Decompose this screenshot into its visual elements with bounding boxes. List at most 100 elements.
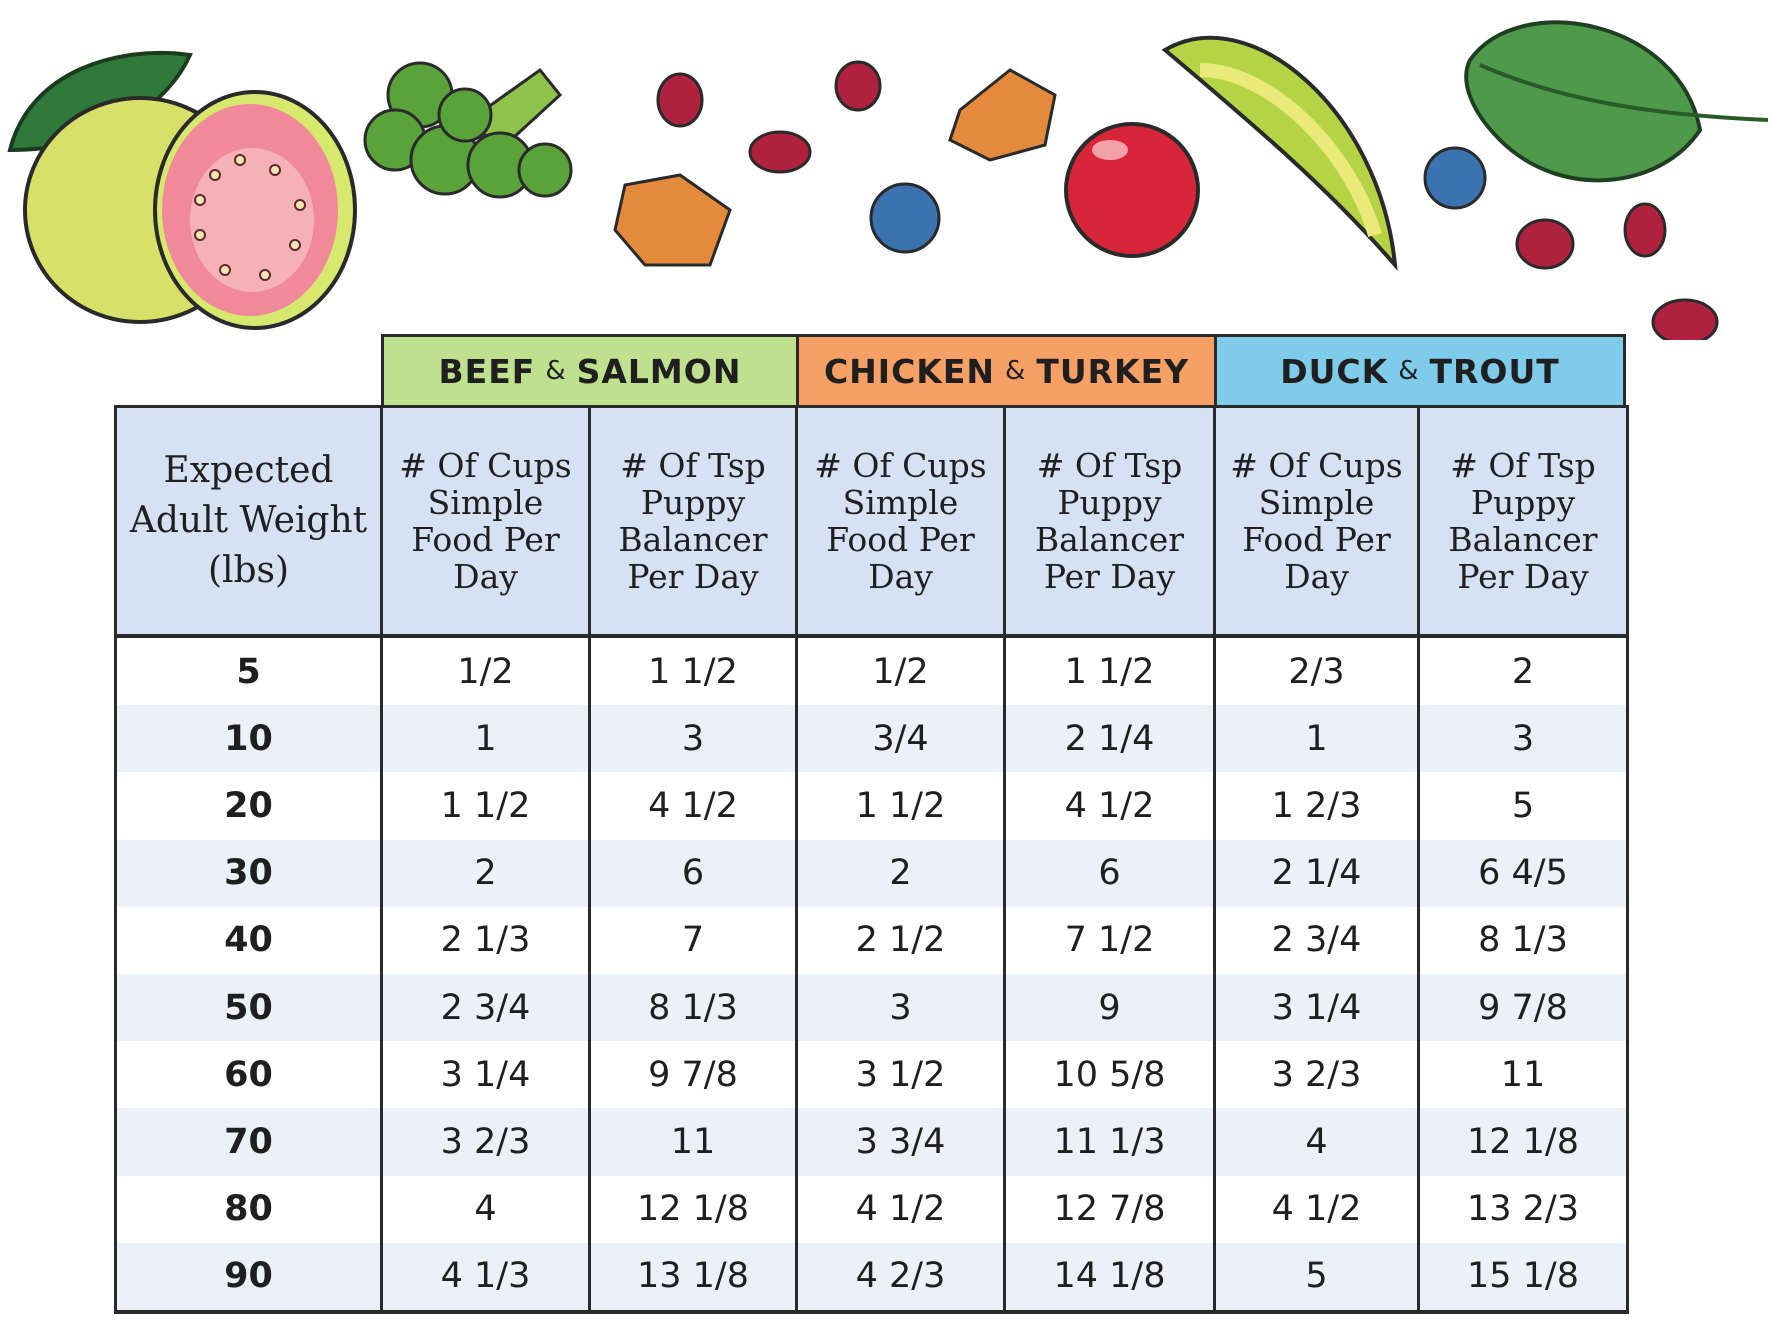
tsp-chicken-turkey-cell: 14 1/8: [1003, 1242, 1216, 1314]
tsp-beef-salmon-cell: 6: [588, 839, 798, 907]
tsp-chicken-turkey-cell: 1 1/2: [1003, 636, 1216, 706]
group-label-part: BEEF: [438, 351, 536, 391]
food-illustrations: [7, 20, 1769, 340]
weight-cell: 70: [114, 1108, 383, 1176]
weight-cell: 80: [114, 1175, 383, 1243]
cups-duck-trout-cell: 5: [1213, 1242, 1420, 1314]
tsp-chicken-turkey-cell: 11 1/3: [1003, 1108, 1216, 1176]
cups-beef-salmon-cell: 1/2: [380, 636, 591, 706]
tsp-beef-salmon-cell: 13 1/8: [588, 1242, 798, 1314]
tsp-beef-salmon-cell: 3: [588, 705, 798, 773]
group-label-part: TURKEY: [1036, 351, 1190, 391]
column-header-row: Expected Adult Weight (lbs) # Of Cups Si…: [114, 405, 1629, 638]
tsp-beef-salmon-cell: 4 1/2: [588, 772, 798, 840]
tsp-beef-salmon-cell: 12 1/8: [588, 1175, 798, 1243]
cranberry-icon: [1064, 122, 1200, 258]
weight-cell: 5: [114, 636, 383, 706]
tsp-chicken-turkey-cell: 9: [1003, 973, 1216, 1042]
weight-cell: 10: [114, 705, 383, 773]
table-row: 50 2 3/4 8 1/3 3 9 3 1/4 9 7/8: [114, 973, 1629, 1042]
cups-chicken-turkey-cell: 4 2/3: [795, 1242, 1006, 1314]
tsp-duck-trout-cell: 13 2/3: [1417, 1175, 1629, 1243]
broccoli-icon: [363, 61, 573, 199]
cups-beef-salmon-cell: 3 2/3: [380, 1108, 591, 1176]
table-row: 20 1 1/2 4 1/2 1 1/2 4 1/2 1 2/3 5: [114, 772, 1629, 840]
tsp-beef-salmon-cell: 11: [588, 1108, 798, 1176]
tsp-duck-trout-cell: 6 4/5: [1417, 839, 1629, 907]
cups-chicken-turkey-cell: 3/4: [795, 705, 1006, 773]
avocado-slice-icon: [1161, 36, 1398, 272]
table-row: 60 3 1/4 9 7/8 3 1/2 10 5/8 3 2/3 11: [114, 1041, 1629, 1109]
group-header-beef-salmon: BEEF & SALMON: [381, 334, 799, 408]
cups-duck-trout-cell: 2/3: [1213, 636, 1420, 706]
group-label-part: SALMON: [576, 351, 742, 391]
cups-beef-salmon-cell: 2 1/3: [380, 906, 591, 974]
group-label-part: CHICKEN: [823, 351, 996, 391]
tsp-duck-trout-cell: 11: [1417, 1041, 1629, 1109]
tsp-duck-trout-cell: 15 1/8: [1417, 1242, 1629, 1314]
tsp-chicken-turkey-cell: 6: [1003, 839, 1216, 907]
tsp-duck-trout-cell: 8 1/3: [1417, 906, 1629, 974]
header-cups-duck-trout: # Of Cups Simple Food Per Day: [1213, 405, 1420, 638]
cups-chicken-turkey-cell: 3 1/2: [795, 1041, 1006, 1109]
cups-duck-trout-cell: 3 1/4: [1213, 973, 1420, 1042]
spinach-leaf-icon: [1464, 20, 1769, 183]
group-header-duck-trout: DUCK & TROUT: [1214, 334, 1626, 408]
header-cups-chicken-turkey: # Of Cups Simple Food Per Day: [795, 405, 1006, 638]
table-row: 5 1/2 1 1/2 1/2 1 1/2 2/3 2: [114, 636, 1629, 706]
tsp-duck-trout-cell: 9 7/8: [1417, 973, 1629, 1042]
tsp-chicken-turkey-cell: 10 5/8: [1003, 1041, 1216, 1109]
group-header-chicken-turkey: CHICKEN & TURKEY: [796, 334, 1217, 408]
table-row: 10 1 3 3/4 2 1/4 1 3: [114, 705, 1629, 773]
pomegranate-seed-icon: [656, 60, 1719, 340]
tsp-chicken-turkey-cell: 4 1/2: [1003, 772, 1216, 840]
tsp-chicken-turkey-cell: 12 7/8: [1003, 1175, 1216, 1243]
weight-cell: 40: [114, 906, 383, 974]
tsp-duck-trout-cell: 12 1/8: [1417, 1108, 1629, 1176]
weight-cell: 50: [114, 973, 383, 1042]
tsp-beef-salmon-cell: 8 1/3: [588, 973, 798, 1042]
group-label-part: TROUT: [1429, 351, 1560, 391]
header-tsp-chicken-turkey: # Of Tsp Puppy Balancer Per Day: [1003, 405, 1216, 638]
header-tsp-beef-salmon: # Of Tsp Puppy Balancer Per Day: [588, 405, 798, 638]
cups-duck-trout-cell: 2 3/4: [1213, 906, 1420, 974]
weight-cell: 60: [114, 1041, 383, 1109]
cups-duck-trout-cell: 1 2/3: [1213, 772, 1420, 840]
cups-beef-salmon-cell: 1 1/2: [380, 772, 591, 840]
sweet-potato-cube-icon: [613, 68, 1057, 267]
tsp-chicken-turkey-cell: 2 1/4: [1003, 705, 1216, 773]
guava-icon: [7, 50, 357, 330]
cups-beef-salmon-cell: 3 1/4: [380, 1041, 591, 1109]
tsp-duck-trout-cell: 5: [1417, 772, 1629, 840]
cups-chicken-turkey-cell: 3 3/4: [795, 1108, 1006, 1176]
cups-duck-trout-cell: 4 1/2: [1213, 1175, 1420, 1243]
ampersand: &: [1005, 356, 1027, 386]
cups-duck-trout-cell: 3 2/3: [1213, 1041, 1420, 1109]
table-row: 40 2 1/3 7 2 1/2 7 1/2 2 3/4 8 1/3: [114, 906, 1629, 974]
ampersand: &: [1398, 356, 1420, 386]
header-cups-beef-salmon: # Of Cups Simple Food Per Day: [380, 405, 591, 638]
cups-chicken-turkey-cell: 4 1/2: [795, 1175, 1006, 1243]
weight-cell: 90: [114, 1242, 383, 1314]
cups-beef-salmon-cell: 4 1/3: [380, 1242, 591, 1314]
cups-beef-salmon-cell: 2: [380, 839, 591, 907]
ampersand: &: [545, 356, 567, 386]
cups-beef-salmon-cell: 4: [380, 1175, 591, 1243]
cups-beef-salmon-cell: 2 3/4: [380, 973, 591, 1042]
weight-cell: 20: [114, 772, 383, 840]
cups-chicken-turkey-cell: 2: [795, 839, 1006, 907]
group-label-part: DUCK: [1280, 351, 1389, 391]
cups-chicken-turkey-cell: 2 1/2: [795, 906, 1006, 974]
table-row: 70 3 2/3 11 3 3/4 11 1/3 4 12 1/8: [114, 1108, 1629, 1176]
cups-beef-salmon-cell: 1: [380, 705, 591, 773]
tsp-beef-salmon-cell: 1 1/2: [588, 636, 798, 706]
tsp-chicken-turkey-cell: 7 1/2: [1003, 906, 1216, 974]
blueberry-icon: [869, 146, 1487, 254]
cups-chicken-turkey-cell: 3: [795, 973, 1006, 1042]
cups-duck-trout-cell: 4: [1213, 1108, 1420, 1176]
header-expected-weight: Expected Adult Weight (lbs): [114, 405, 383, 638]
header-tsp-duck-trout: # Of Tsp Puppy Balancer Per Day: [1417, 405, 1629, 638]
cups-duck-trout-cell: 1: [1213, 705, 1420, 773]
feeding-chart-table: Expected Adult Weight (lbs) # Of Cups Si…: [114, 405, 1629, 1314]
tsp-duck-trout-cell: 2: [1417, 636, 1629, 706]
